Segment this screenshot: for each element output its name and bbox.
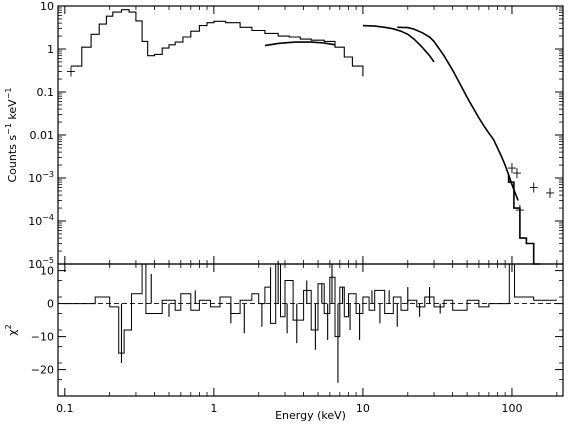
- y-tick-label: 10−3: [28, 170, 54, 185]
- spectrum-y-label-part: −1: [4, 123, 13, 135]
- y-tick-label: 1: [47, 43, 54, 56]
- x-tick-label: 1: [210, 402, 217, 415]
- residual-frame: [57, 263, 564, 397]
- spectrum-series-3: [362, 24, 435, 63]
- data-point-3: [512, 168, 521, 179]
- y-tick-base: 10: [28, 215, 42, 228]
- axes-frames: [57, 5, 564, 397]
- y-tick-label: 0.01: [30, 129, 55, 142]
- y-tick-exponent: −3: [42, 170, 54, 179]
- x-axis-label: Energy (keV): [275, 409, 346, 422]
- data-point-6: [546, 187, 555, 198]
- data-point-2: [507, 163, 516, 174]
- data-point-1: [66, 66, 75, 77]
- spectrum-panel: [66, 9, 555, 265]
- residual-steps: [64, 263, 557, 354]
- y-tick-exponent: −4: [42, 213, 54, 222]
- y-tick-base: 10: [28, 172, 42, 185]
- y-tick-label: 10−5: [28, 256, 54, 271]
- spectrum-series-1: [71, 9, 364, 77]
- x-tick-label: 10: [356, 402, 370, 415]
- axis-labels: 0.1 1 10 1001010.10.0110−310−410−5100−10−20…: [4, 0, 522, 422]
- spectrum-y-label-part: Counts s: [6, 135, 19, 183]
- y-tick-exponent: −5: [42, 256, 54, 265]
- y-tick-label: 10: [40, 0, 54, 13]
- spectrum-y-label-part: −1: [4, 87, 13, 99]
- residual-y-label-part: 2: [4, 324, 13, 329]
- y-tick-label: 0.1: [37, 86, 55, 99]
- residual-y-label: χ2: [4, 324, 19, 335]
- spectrum-series-4: [397, 26, 519, 201]
- spectrum-series-5: [507, 174, 541, 265]
- residual-y-label-part: χ: [6, 329, 19, 336]
- spectrum-frame: [57, 5, 564, 265]
- data-point-4: [515, 205, 524, 216]
- res-y-tick-label: −10: [31, 331, 54, 344]
- x-tick-label: 100: [501, 402, 522, 415]
- y-tick-base: 10: [28, 258, 42, 271]
- spectrum-y-label-part: keV: [6, 99, 19, 123]
- spectrum-series-2: [264, 41, 336, 47]
- res-y-tick-label: −20: [31, 364, 54, 377]
- res-y-tick-label: 0: [47, 298, 54, 311]
- residual-panel: [58, 260, 563, 383]
- res-y-tick-label: 10: [40, 265, 54, 278]
- y-tick-label: 10−4: [28, 213, 54, 228]
- x-tick-label: 0.1: [56, 402, 74, 415]
- spectrum-y-label: Counts s−1 keV−1: [4, 87, 19, 182]
- data-point-5: [529, 182, 538, 193]
